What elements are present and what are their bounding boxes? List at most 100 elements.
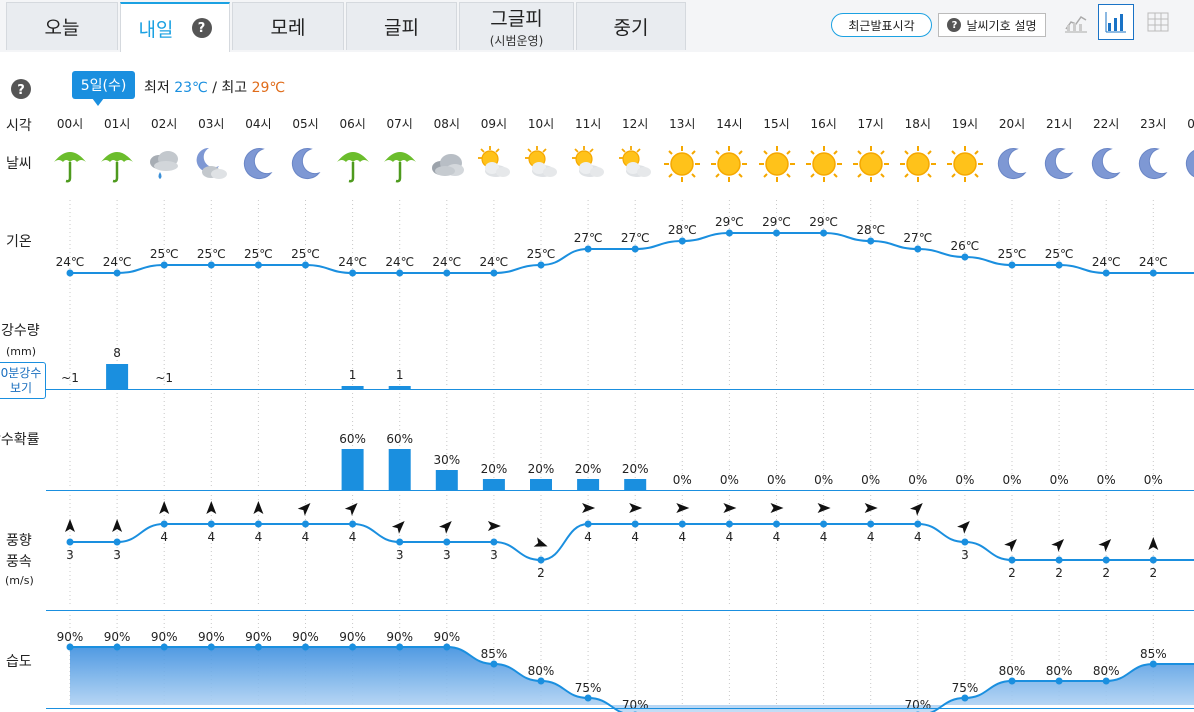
temperature-label: 24℃: [338, 255, 367, 269]
precip-label: 8: [113, 346, 121, 360]
wind-arrow-shape: [770, 503, 784, 513]
wind-arrow-shape: [1004, 539, 1017, 552]
moon-icon: [992, 144, 1032, 184]
temperature-point: [867, 237, 875, 245]
wind-arrow-icon: [1098, 539, 1112, 552]
tab-today[interactable]: 오늘: [6, 2, 118, 50]
temperature-point: [1055, 261, 1063, 269]
wind-speed-label: 4: [914, 530, 922, 544]
wind-point: [1055, 556, 1063, 564]
ten-minute-precip-button[interactable]: 0분강수 보기: [0, 362, 46, 399]
wind-speed-label: 4: [255, 530, 263, 544]
sun-icon: [851, 144, 891, 184]
temperature-point: [820, 229, 828, 237]
tab-midterm-label: 중기: [613, 17, 649, 39]
humidity-point: [349, 643, 357, 651]
table-view-icon[interactable]: [1140, 4, 1176, 40]
wind-arrow-icon: [533, 537, 548, 547]
row-label-wind-direction: 풍향: [6, 533, 32, 549]
probability-label: 0%: [673, 473, 692, 487]
sun-icon: [898, 144, 938, 184]
temperature-label: 27℃: [574, 231, 603, 245]
wind-arrow-icon: [439, 521, 452, 534]
probability-label: 20%: [481, 462, 508, 476]
wind-arrow-icon: [112, 519, 123, 532]
probability-bar: [624, 479, 647, 490]
humidity-label: 80%: [1046, 664, 1073, 678]
precip-bar: [341, 386, 364, 389]
humidity-point: [396, 643, 404, 651]
tab-three-days[interactable]: 글피: [346, 2, 457, 50]
graph-view-icon[interactable]: [1058, 4, 1094, 40]
hour-label: 14시: [716, 117, 743, 131]
forecast-tab-bar: 오늘 내일 ? 모레 글피 그글피 (시범운영) 중기 최근발표시각 ? 날씨기…: [0, 0, 1194, 52]
divider-line: [46, 490, 1194, 491]
precip-bar: [388, 386, 411, 389]
temperature-point: [914, 245, 922, 253]
probability-label: 0%: [861, 473, 880, 487]
hour-label: 18시: [904, 117, 931, 131]
wind-point: [820, 520, 828, 528]
hour-label: 05시: [292, 117, 319, 131]
moon-icon: [1039, 144, 1079, 184]
hour-label: 06시: [339, 117, 366, 131]
humidity-point: [302, 643, 309, 651]
tab-help-icon[interactable]: ?: [191, 18, 212, 38]
wind-arrow-icon: [65, 519, 75, 532]
date-badge[interactable]: 5일(수): [72, 71, 135, 106]
hour-label: 22시: [1093, 117, 1120, 131]
help-icon[interactable]: ?: [11, 79, 31, 99]
wind-point: [490, 538, 498, 546]
temperature-point: [1008, 261, 1016, 269]
probability-label: 0%: [814, 473, 833, 487]
precip-label: 1: [349, 368, 357, 382]
probability-bar: [388, 449, 411, 490]
temperature-label: 28℃: [856, 223, 885, 237]
wind-arrow-icon: [206, 501, 217, 514]
temperature-label: 24℃: [103, 255, 132, 269]
wind-arrow-icon: [297, 503, 311, 516]
humidity-label: 85%: [481, 647, 508, 661]
max-label: 최고: [221, 80, 248, 96]
tab-tomorrow[interactable]: 내일 ?: [120, 2, 230, 52]
weather-symbol-help-button[interactable]: ? 날씨기호 설명: [938, 13, 1046, 37]
wind-arrow-icon: [1051, 539, 1065, 552]
tab-four-days[interactable]: 그글피 (시범운영): [459, 2, 574, 50]
tab-day-after[interactable]: 모레: [232, 2, 344, 50]
temperature-point: [537, 261, 545, 269]
recent-release-button[interactable]: 최근발표시각: [831, 13, 932, 37]
bar-chart-view-icon[interactable]: [1098, 4, 1134, 40]
wind-arrow-shape: [65, 519, 75, 532]
wind-point: [961, 538, 969, 546]
row-label-temperature: 기온: [6, 234, 32, 250]
row-label-humidity: 습도: [6, 654, 32, 670]
probability-bar: [577, 479, 600, 490]
cloud-rain-icon: [144, 144, 184, 184]
wind-arrow-shape: [344, 503, 358, 516]
humidity-label: 80%: [999, 664, 1026, 678]
precip-unit-text: (mm): [6, 345, 37, 358]
tab-four-days-sub: (시범운영): [489, 34, 544, 48]
temperature-point: [725, 229, 733, 237]
wind-arrow-shape: [253, 501, 264, 514]
humidity-point: [961, 694, 969, 702]
probability-label: 20%: [528, 462, 555, 476]
humidity-label: 80%: [1093, 664, 1120, 678]
hour-label: 01시: [103, 117, 131, 131]
probability-label: 0%: [720, 473, 739, 487]
wind-arrow-shape: [533, 537, 548, 547]
tab-midterm[interactable]: 중기: [576, 2, 686, 50]
wind-point: [349, 520, 357, 528]
probability-label: 60%: [386, 432, 413, 446]
humidity-point: [254, 643, 262, 651]
humidity-label: 90%: [151, 630, 178, 644]
humidity-point: [1149, 660, 1157, 668]
moon-icon: [1180, 144, 1194, 184]
temperature-point: [207, 261, 215, 269]
probability-label: 0%: [955, 473, 974, 487]
wind-point: [631, 520, 639, 528]
temperature-label: 28℃: [668, 223, 697, 237]
humidity-label: 80%: [528, 664, 555, 678]
humidity-label: 70%: [904, 698, 931, 712]
wind-speed-label: 4: [160, 530, 168, 544]
